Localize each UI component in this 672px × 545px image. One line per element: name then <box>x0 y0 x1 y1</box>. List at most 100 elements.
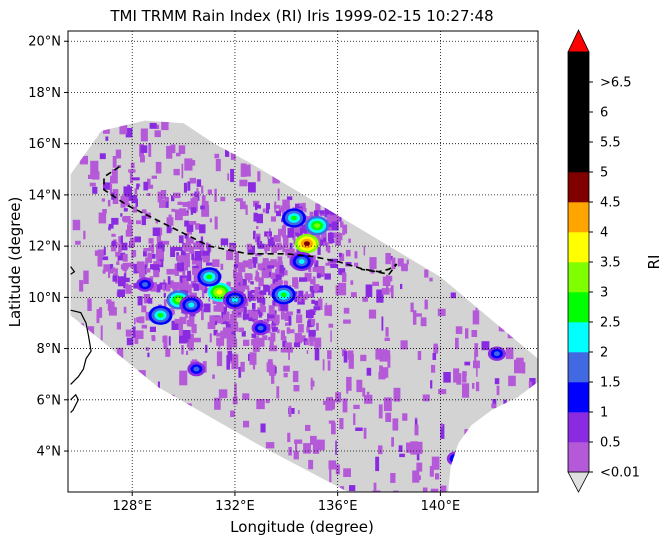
rain-speck <box>288 156 296 163</box>
rain-speck <box>189 221 197 225</box>
rain-speck <box>387 60 391 71</box>
rain-speck <box>135 330 144 339</box>
rain-speck <box>464 361 471 366</box>
rain-speck <box>122 253 128 262</box>
rain-speck <box>137 296 143 306</box>
rain-speck <box>393 199 398 206</box>
rain-speck <box>169 394 175 407</box>
rain-speck <box>339 217 342 222</box>
rain-speck <box>226 281 231 287</box>
rain-speck <box>188 476 194 481</box>
rain-speck <box>89 182 96 187</box>
rain-speck <box>310 318 316 326</box>
rain-speck <box>179 208 187 216</box>
rain-speck <box>190 160 196 166</box>
rain-speck <box>133 330 135 335</box>
rain-speck <box>185 403 192 410</box>
rain-speck <box>311 255 316 264</box>
rain-speck <box>311 299 315 304</box>
rain-speck <box>194 272 198 282</box>
rain-speck <box>186 319 195 327</box>
rain-speck <box>171 425 174 432</box>
rain-speck <box>397 258 404 267</box>
rain-speck <box>140 77 146 90</box>
rain-speck <box>251 333 257 338</box>
rain-speck <box>459 267 468 276</box>
rain-speck <box>282 199 290 206</box>
rain-speck <box>200 236 204 246</box>
x-tick-label: 140°E <box>421 499 461 514</box>
rain-speck <box>283 365 290 372</box>
rain-speck <box>119 121 128 135</box>
rain-speck <box>109 183 113 194</box>
rain-cell <box>487 346 506 361</box>
rain-speck <box>481 341 490 351</box>
rain-speck <box>91 429 98 442</box>
rain-speck <box>388 47 395 62</box>
rain-speck <box>173 286 177 294</box>
rain-cell <box>179 295 204 315</box>
rain-speck <box>82 64 89 76</box>
rain-cell <box>271 285 296 305</box>
rain-speck <box>245 261 250 268</box>
rain-speck <box>267 238 275 246</box>
rain-speck <box>212 374 215 379</box>
rain-speck <box>267 232 270 239</box>
rain-speck <box>508 257 515 269</box>
rain-speck <box>282 205 291 211</box>
rain-speck <box>74 143 81 158</box>
rain-speck <box>182 330 191 340</box>
rain-speck <box>380 85 383 95</box>
rain-speck <box>149 326 156 332</box>
rain-cell <box>294 234 319 254</box>
rain-speck <box>187 181 191 191</box>
rain-speck <box>157 241 163 249</box>
rain-speck <box>162 335 168 343</box>
rain-speck <box>284 281 289 288</box>
rain-speck <box>203 303 211 313</box>
rain-speck <box>180 97 185 103</box>
rain-speck <box>133 372 138 382</box>
rain-speck <box>381 288 390 295</box>
rain-speck <box>80 107 87 117</box>
rain-speck <box>353 120 356 130</box>
rain-speck <box>192 207 197 214</box>
rain-speck <box>413 159 415 172</box>
rain-speck <box>108 223 114 229</box>
rain-speck <box>205 485 213 492</box>
rain-speck <box>131 250 135 258</box>
rain-speck <box>156 284 161 293</box>
rain-speck <box>276 210 281 217</box>
rain-speck <box>203 416 208 427</box>
rain-speck <box>331 152 336 162</box>
rain-speck <box>154 82 156 96</box>
rain-speck <box>218 301 224 312</box>
rain-speck <box>233 34 235 42</box>
rain-speck <box>500 61 504 73</box>
rain-speck <box>271 327 278 332</box>
rain-speck <box>207 112 210 116</box>
rain-speck <box>378 371 386 380</box>
rain-speck <box>105 120 108 126</box>
rain-speck <box>166 145 173 159</box>
rain-speck <box>166 224 172 234</box>
rain-speck <box>250 281 254 285</box>
rain-speck <box>122 263 128 271</box>
rain-speck <box>280 348 289 353</box>
rain-speck <box>222 327 231 337</box>
rain-speck <box>484 453 488 465</box>
rain-speck <box>91 427 99 438</box>
rain-speck <box>130 162 135 169</box>
rain-speck <box>384 156 389 167</box>
rain-speck <box>306 326 310 333</box>
rain-speck <box>117 404 121 414</box>
rain-speck <box>134 188 138 195</box>
rain-speck <box>375 456 380 472</box>
rain-speck <box>294 333 302 344</box>
rain-speck <box>127 224 132 233</box>
rain-speck <box>153 270 160 278</box>
rain-speck <box>361 97 366 111</box>
colorbar-tick-label: 3 <box>600 286 608 301</box>
rain-speck <box>327 245 331 253</box>
rain-speck <box>179 316 187 325</box>
